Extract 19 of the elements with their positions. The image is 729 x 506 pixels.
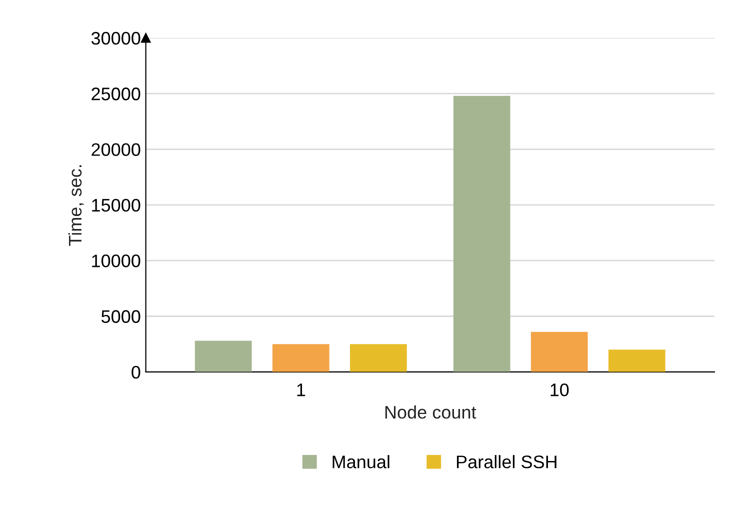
- bar: [272, 344, 330, 372]
- legend-label: Parallel SSH: [456, 455, 556, 468]
- bar: [350, 344, 407, 372]
- x-tick-label: 10: [550, 384, 569, 396]
- y-tick-label: 10000: [92, 254, 140, 268]
- y-axis-title: Time, sec.: [68, 165, 84, 246]
- y-tick-label: 30000: [91, 32, 140, 45]
- bar: [453, 96, 510, 372]
- y-tick-label: 25000: [92, 88, 140, 100]
- bar: [608, 350, 666, 372]
- bar: [194, 340, 252, 372]
- x-tick-label: 1: [297, 384, 306, 396]
- y-tick-label: 0: [132, 366, 140, 379]
- y-tick-label: 5000: [102, 310, 140, 323]
- y-tick-label: 15000: [92, 198, 140, 212]
- bar: [530, 332, 588, 372]
- legend-label: Manual: [332, 455, 390, 468]
- x-axis-title: Node count: [385, 405, 476, 419]
- y-tick-label: 20000: [92, 143, 140, 156]
